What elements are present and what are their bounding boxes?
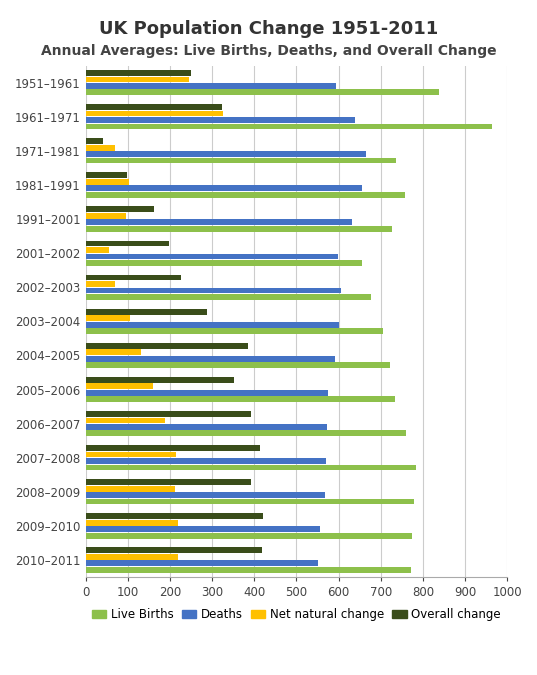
Bar xyxy=(86,452,176,458)
Bar xyxy=(86,76,190,82)
Bar xyxy=(86,560,318,566)
Bar xyxy=(86,315,130,321)
Bar xyxy=(86,418,164,423)
Bar xyxy=(86,328,383,334)
Bar xyxy=(86,362,390,368)
Bar xyxy=(86,445,260,451)
Bar xyxy=(86,464,416,470)
Legend: Live Births, Deaths, Net natural change, Overall change: Live Births, Deaths, Net natural change,… xyxy=(87,603,506,626)
Bar xyxy=(86,226,391,232)
Bar xyxy=(86,186,362,191)
Bar xyxy=(86,70,191,76)
Bar xyxy=(86,390,328,396)
Bar xyxy=(86,377,234,383)
Bar xyxy=(86,322,339,327)
Bar xyxy=(86,281,115,287)
Bar xyxy=(86,356,335,362)
Bar xyxy=(86,240,169,246)
Bar xyxy=(86,83,336,89)
Bar xyxy=(86,158,396,163)
Bar xyxy=(86,111,223,116)
Bar xyxy=(86,308,207,315)
Text: UK Population Change 1951-2011: UK Population Change 1951-2011 xyxy=(99,20,438,38)
Bar xyxy=(86,526,321,532)
Bar xyxy=(86,275,181,280)
Bar xyxy=(86,383,153,389)
Bar xyxy=(86,499,414,504)
Bar xyxy=(86,567,411,572)
Bar xyxy=(86,124,491,130)
Bar xyxy=(86,411,251,417)
Bar xyxy=(86,520,178,526)
Bar xyxy=(86,117,354,123)
Bar xyxy=(86,294,371,300)
Bar xyxy=(86,138,103,144)
Bar xyxy=(86,554,178,560)
Bar xyxy=(86,144,115,151)
Bar xyxy=(86,288,341,294)
Bar xyxy=(86,547,262,554)
Bar xyxy=(86,172,127,178)
Bar xyxy=(86,486,175,491)
Bar xyxy=(86,458,325,464)
Bar xyxy=(86,492,325,498)
Bar xyxy=(86,254,338,259)
Bar xyxy=(86,104,222,110)
Bar xyxy=(86,424,327,430)
Bar xyxy=(86,260,362,266)
Bar xyxy=(86,192,405,198)
Bar xyxy=(86,514,263,519)
Text: Annual Averages: Live Births, Deaths, and Overall Change: Annual Averages: Live Births, Deaths, an… xyxy=(41,44,496,58)
Bar xyxy=(86,213,126,219)
Bar xyxy=(86,90,439,95)
Bar xyxy=(86,396,395,402)
Bar xyxy=(86,431,405,436)
Bar xyxy=(86,247,110,253)
Bar xyxy=(86,479,251,485)
Bar xyxy=(86,151,366,157)
Bar xyxy=(86,350,141,355)
Bar xyxy=(86,343,248,349)
Bar xyxy=(86,207,155,212)
Bar xyxy=(86,533,412,539)
Bar xyxy=(86,179,129,185)
Bar xyxy=(86,219,352,225)
